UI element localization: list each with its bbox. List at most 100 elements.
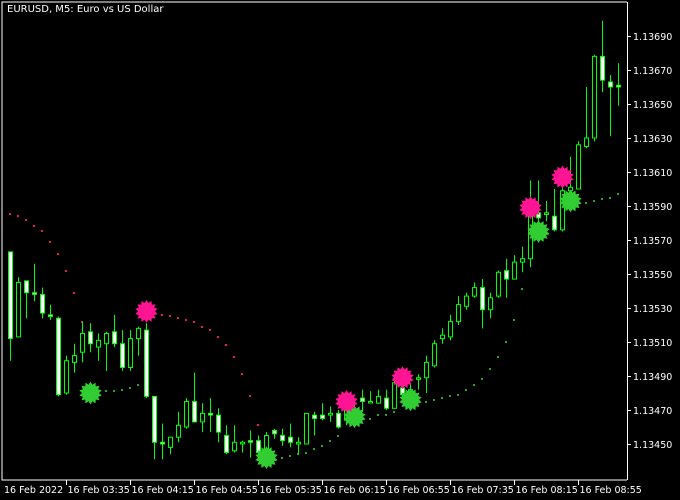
bear-candle-body bbox=[88, 331, 93, 345]
candle bbox=[208, 398, 213, 433]
support-dot bbox=[393, 411, 395, 413]
price-tick-label: 1.13690 bbox=[633, 32, 672, 43]
candle bbox=[424, 355, 429, 393]
bull-candle-body bbox=[16, 282, 21, 338]
candle bbox=[72, 343, 77, 373]
support-dot bbox=[441, 397, 443, 399]
resistance-dot bbox=[33, 225, 35, 227]
bull-candle-body bbox=[168, 436, 173, 448]
support-dot bbox=[281, 457, 283, 459]
bull-candle-body bbox=[128, 338, 133, 369]
candle bbox=[32, 263, 37, 302]
sell-signal-starburst-icon bbox=[135, 299, 158, 323]
support-dot bbox=[369, 418, 371, 420]
candle bbox=[528, 180, 533, 268]
candle bbox=[616, 63, 621, 106]
candle bbox=[480, 279, 485, 329]
bull-candle-body bbox=[136, 327, 141, 340]
candle bbox=[16, 277, 21, 338]
time-tick-label: 16 Feb 07:35 bbox=[452, 485, 514, 496]
bull-candle-body bbox=[424, 361, 429, 379]
candle bbox=[504, 258, 509, 298]
support-dot bbox=[329, 440, 331, 442]
resistance-dot bbox=[57, 253, 59, 255]
price-tick-label: 1.13650 bbox=[633, 100, 672, 111]
bear-candle-body bbox=[48, 314, 53, 317]
resistance-dot bbox=[65, 270, 67, 272]
bull-candle-body bbox=[464, 295, 469, 307]
price-tick-label: 1.13610 bbox=[633, 168, 672, 179]
bear-candle-body bbox=[280, 435, 285, 442]
candle bbox=[600, 20, 605, 93]
candle bbox=[104, 331, 109, 371]
time-tick-label: 16 Feb 2022 bbox=[4, 485, 63, 496]
bear-candle-body bbox=[384, 397, 389, 409]
support-dot bbox=[481, 378, 483, 380]
sell-signal-starburst-icon bbox=[391, 366, 414, 390]
bull-candle-body bbox=[440, 334, 445, 340]
time-tick-label: 16 Feb 06:15 bbox=[324, 485, 386, 496]
bull-candle-body bbox=[432, 343, 437, 367]
bull-candle-body bbox=[488, 297, 493, 311]
bear-candle-body bbox=[208, 412, 213, 416]
resistance-dot bbox=[17, 215, 19, 217]
price-tick-label: 1.13530 bbox=[633, 304, 672, 315]
price-tick-label: 1.13450 bbox=[633, 440, 672, 451]
buy-signal-starburst-icon bbox=[343, 405, 366, 429]
bull-candle-body bbox=[232, 441, 237, 452]
bull-candle-body bbox=[240, 441, 245, 445]
candle bbox=[520, 246, 525, 273]
bull-candle-body bbox=[376, 395, 381, 404]
candle bbox=[456, 296, 461, 325]
bull-candle-body bbox=[328, 412, 333, 416]
support-dot bbox=[473, 384, 475, 386]
bear-candle-body bbox=[552, 215, 557, 231]
candle bbox=[608, 75, 613, 137]
resistance-dot bbox=[257, 424, 259, 426]
candle bbox=[464, 292, 469, 310]
support-dot bbox=[113, 390, 115, 392]
candle bbox=[384, 389, 389, 410]
candle bbox=[560, 185, 565, 232]
candle bbox=[376, 389, 381, 404]
support-dot bbox=[433, 399, 435, 401]
candle bbox=[432, 340, 437, 368]
resistance-dot bbox=[249, 395, 251, 397]
candle bbox=[232, 425, 237, 453]
support-dot bbox=[121, 389, 123, 391]
bear-candle-body bbox=[224, 435, 229, 453]
sell-signal-starburst-icon bbox=[519, 196, 542, 220]
candle bbox=[224, 425, 229, 455]
candle bbox=[176, 411, 181, 443]
buy-signal-starburst-icon bbox=[559, 189, 582, 213]
price-tick-label: 1.13590 bbox=[633, 202, 672, 213]
bull-candle-body bbox=[200, 412, 205, 423]
bull-candle-body bbox=[512, 261, 517, 280]
candle bbox=[128, 330, 133, 371]
support-dot bbox=[505, 341, 507, 343]
buy-signal-starburst-icon bbox=[255, 446, 278, 470]
candle bbox=[40, 287, 45, 319]
bull-candle-body bbox=[560, 190, 565, 231]
bear-candle-body bbox=[32, 292, 37, 295]
candle bbox=[160, 423, 165, 460]
bear-candle-body bbox=[216, 414, 221, 433]
bull-candle-body bbox=[296, 441, 301, 445]
candle bbox=[304, 412, 309, 445]
candle bbox=[328, 406, 333, 422]
candle bbox=[576, 141, 581, 190]
bull-candle-body bbox=[448, 321, 453, 338]
candle bbox=[88, 323, 93, 353]
bull-candle-body bbox=[472, 287, 477, 297]
candle bbox=[120, 330, 125, 371]
bull-candle-body bbox=[544, 212, 549, 216]
support-dot bbox=[465, 389, 467, 391]
bull-candle-body bbox=[304, 412, 309, 445]
support-dot bbox=[321, 445, 323, 447]
price-tick-label: 1.13570 bbox=[633, 236, 672, 247]
resistance-dot bbox=[169, 315, 171, 317]
candle bbox=[136, 326, 141, 356]
bear-candle-body bbox=[504, 270, 509, 280]
bear-candle-body bbox=[24, 280, 29, 294]
